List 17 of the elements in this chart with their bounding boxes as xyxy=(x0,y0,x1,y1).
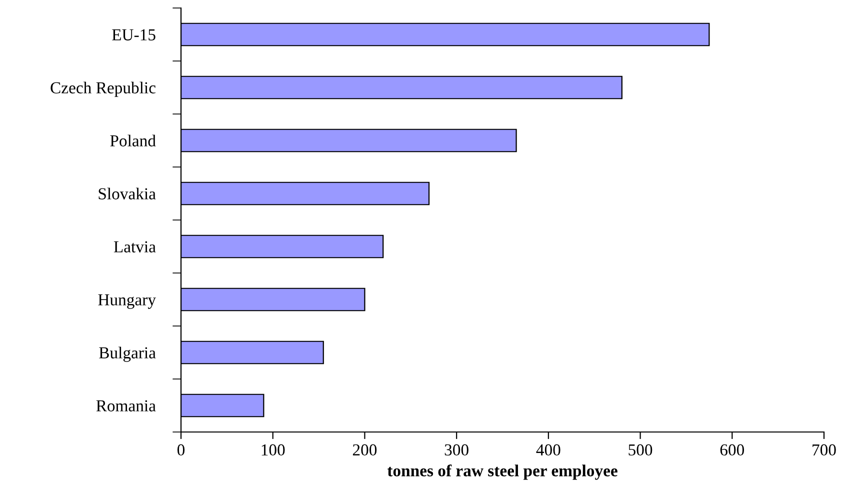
x-tick-label: 300 xyxy=(444,444,468,456)
x-tick-label: 100 xyxy=(262,444,285,456)
x-tick-label: 600 xyxy=(720,444,744,456)
x-tick-label: 700 xyxy=(812,444,836,456)
x-tick-label: 0 xyxy=(177,444,185,456)
x-axis-title: tonnes of raw steel per employee xyxy=(387,464,618,480)
y-tick-label: Romania xyxy=(96,400,156,412)
x-tick-label: 200 xyxy=(352,444,377,456)
x-tick-label: 400 xyxy=(536,444,560,456)
x-tick-label: 500 xyxy=(628,444,652,456)
y-tick-label: Bulgaria xyxy=(99,346,156,362)
y-tick-label: Latvia xyxy=(114,241,156,252)
y-tick-label: Hungary xyxy=(98,294,156,309)
y-tick-label: Slovakia xyxy=(98,188,156,200)
y-tick-label: Poland xyxy=(110,134,156,146)
y-tick-label: Czech Republic xyxy=(50,82,156,97)
y-tick-label: EU-15 xyxy=(112,29,156,40)
